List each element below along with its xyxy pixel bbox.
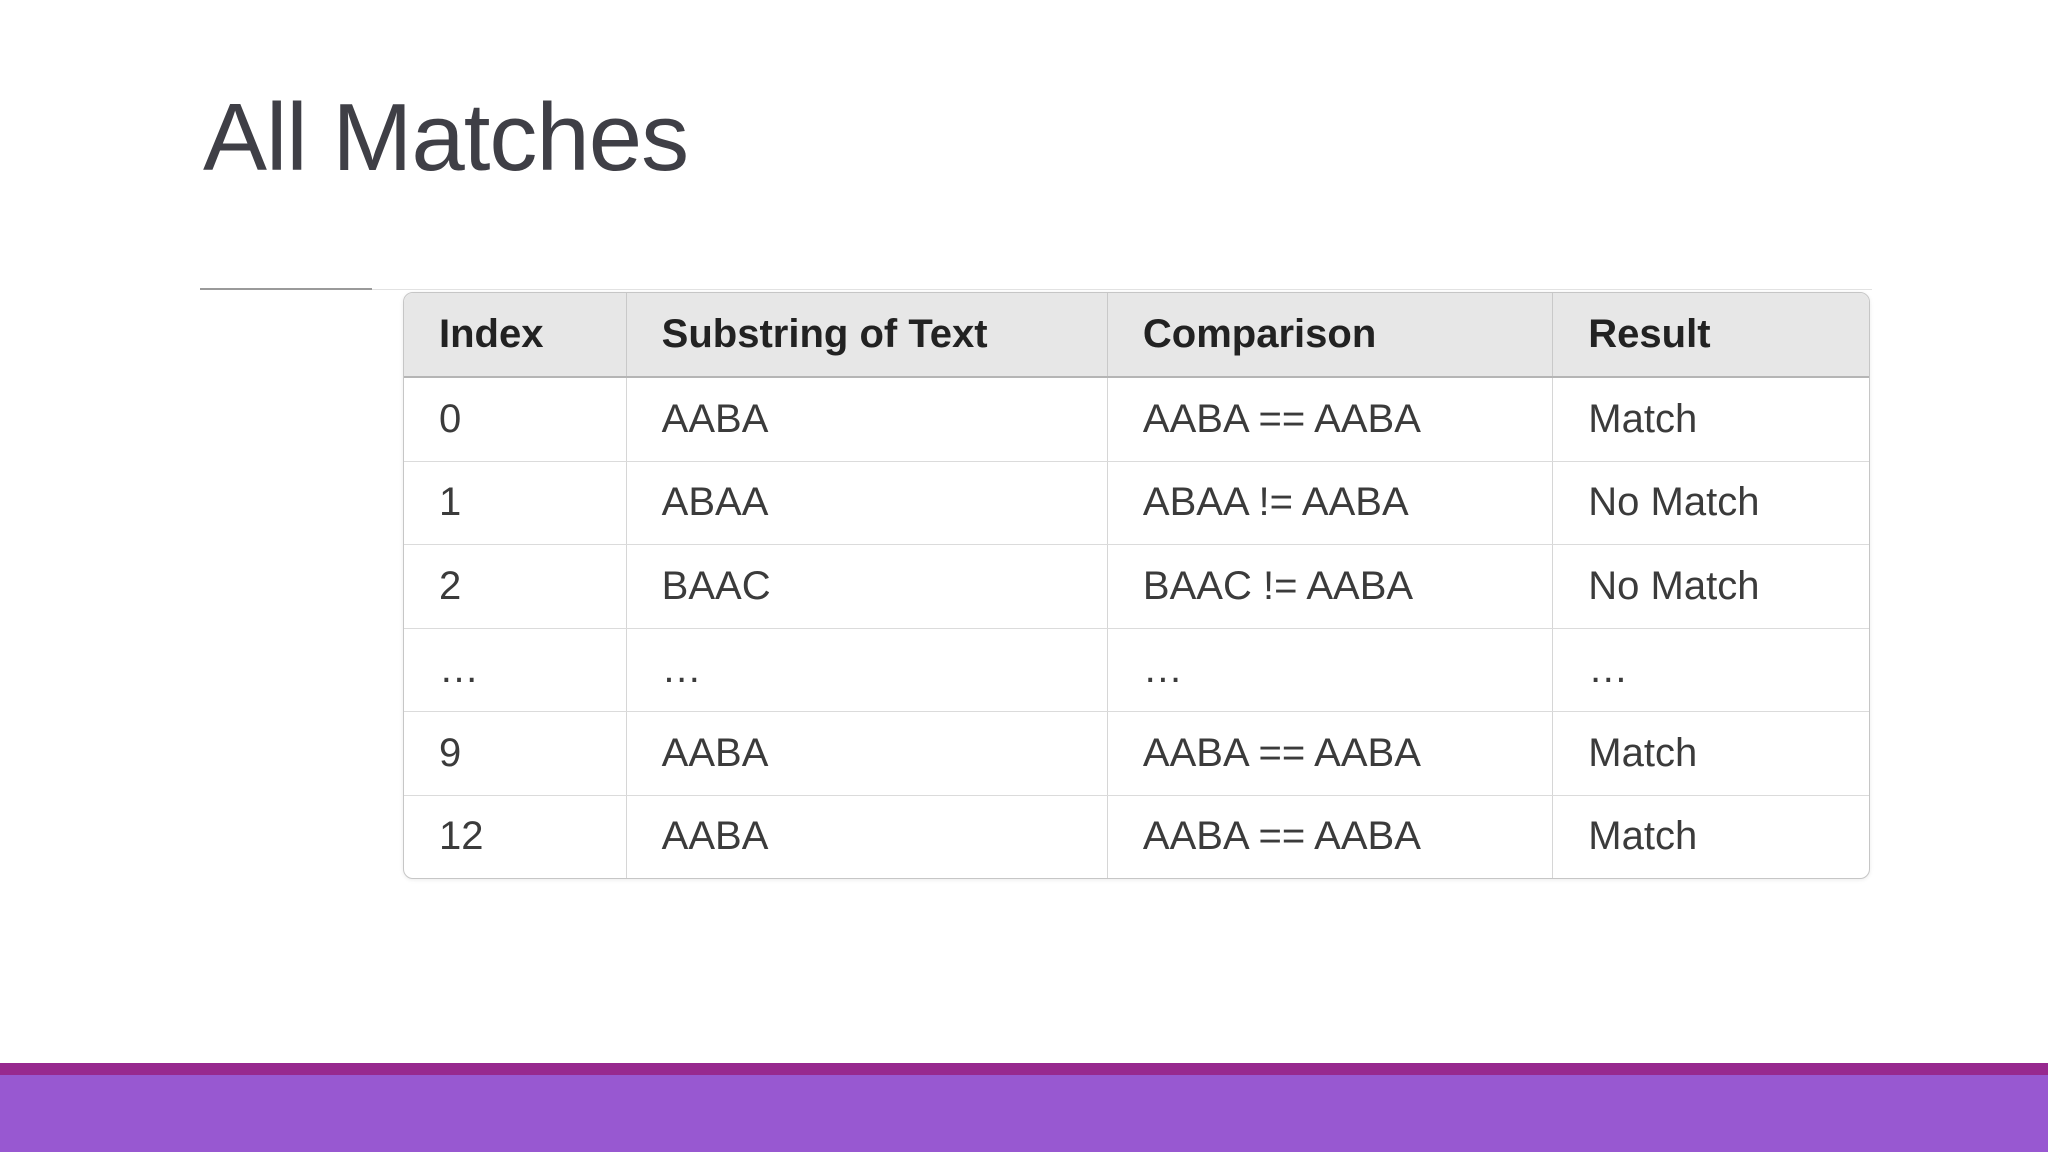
cell-substring: … — [627, 628, 1108, 711]
cell-comparison: AABA == AABA — [1108, 378, 1554, 461]
cell-substring: BAAC — [627, 545, 1108, 628]
cell-result: No Match — [1588, 480, 1760, 525]
cell-index: 2 — [404, 545, 627, 628]
table-header-row: Index Substring of Text Comparison Resul… — [404, 293, 1869, 378]
cell-comparison: AABA == AABA — [1108, 795, 1554, 878]
footer-bar — [0, 1075, 2048, 1152]
cell-substring: AABA — [627, 378, 1108, 461]
cell-index: 12 — [404, 795, 627, 878]
column-header-index: Index — [404, 293, 627, 376]
table-row: 1 ABAA ABAA != AABA No Match — [404, 461, 1869, 545]
cell-result: No Match — [1588, 563, 1760, 608]
footer-band — [0, 1063, 2048, 1152]
table-row-ellipsis: … … … … — [404, 628, 1869, 712]
divider-line-accent — [200, 288, 372, 290]
cell-result: … — [1588, 647, 1629, 692]
cell-index: 9 — [404, 712, 627, 795]
divider-line-faint — [200, 289, 1872, 290]
cell-result: Match — [1588, 730, 1698, 775]
cell-comparison: … — [1108, 628, 1554, 711]
cell-comparison: BAAC != AABA — [1108, 545, 1554, 628]
cell-substring: AABA — [627, 795, 1108, 878]
cell-substring: AABA — [627, 712, 1108, 795]
cell-index: 1 — [404, 461, 627, 544]
column-header-result: Result — [1588, 312, 1711, 356]
column-header-comparison: Comparison — [1108, 293, 1554, 376]
cell-comparison: ABAA != AABA — [1108, 461, 1554, 544]
cell-result: Match — [1588, 396, 1698, 441]
matches-table: Index Substring of Text Comparison Resul… — [403, 292, 1870, 879]
cell-result: Match — [1588, 814, 1698, 859]
column-header-substring: Substring of Text — [627, 293, 1108, 376]
table-row: 0 AABA AABA == AABA Match — [404, 378, 1869, 462]
cell-substring: ABAA — [627, 461, 1108, 544]
cell-index: … — [404, 628, 627, 711]
footer-accent-stripe — [0, 1063, 2048, 1075]
table-body: 0 AABA AABA == AABA Match 1 ABAA ABAA !=… — [404, 378, 1869, 878]
table-row: 9 AABA AABA == AABA Match — [404, 712, 1869, 796]
table-row: 2 BAAC BAAC != AABA No Match — [404, 545, 1869, 629]
page-title: All Matches — [203, 84, 689, 191]
cell-comparison: AABA == AABA — [1108, 712, 1554, 795]
cell-index: 0 — [404, 378, 627, 461]
table-row: 12 AABA AABA == AABA Match — [404, 795, 1869, 878]
